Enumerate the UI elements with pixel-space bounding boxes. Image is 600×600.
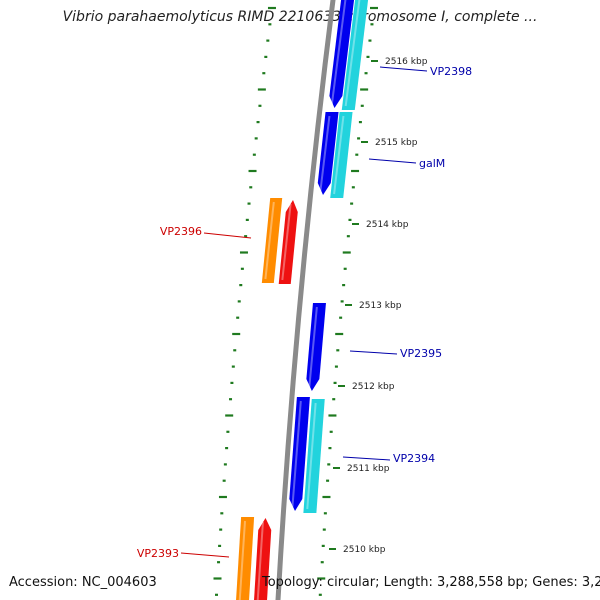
gene-arrow-reverse: [254, 518, 272, 600]
gene-bar-forward: [303, 399, 325, 513]
topology-text: Topology: circular; Length: 3,288,558 bp…: [262, 575, 600, 590]
scale-label: 2514 kbp: [366, 220, 409, 230]
scale-label: 2511 kbp: [347, 464, 390, 474]
gene-label: VP2393: [137, 547, 179, 560]
gene-label-leader: [180, 552, 230, 558]
gene-bar-reverse: [236, 517, 255, 600]
gene-label: VP2394: [393, 452, 435, 465]
gene-bar-reverse: [261, 198, 283, 283]
gene-arrow-forward: [329, 0, 355, 108]
gene-bar-forward: [341, 0, 369, 110]
gene-arrow-forward: [306, 303, 326, 391]
gene-label-leader: [368, 158, 417, 164]
gene-label-leader: [203, 232, 252, 239]
scale-labels: 2516 kbp 2515 kbp 2514 kbp 2513 kbp 2512 kbp…: [329, 57, 428, 555]
scale-label: 2513 kbp: [359, 301, 402, 311]
gene-label-leader: [349, 350, 398, 355]
gene-arrow-forward: [289, 397, 310, 511]
scale-label: 2516 kbp: [385, 57, 428, 67]
inner-tick-ring: [213, 6, 276, 596]
gene-label: VP2398: [430, 65, 472, 78]
accession-text: Accession: NC_004603: [9, 575, 157, 590]
gene-labels: VP2398 galM VP2396 VP2395 VP2394 VP2393: [137, 65, 472, 560]
gene-label: VP2395: [400, 347, 442, 360]
gene-arrow-reverse: [278, 200, 298, 284]
gene-arrow-forward: [317, 112, 339, 195]
genome-backbone: [275, 0, 336, 600]
gene-bar-forward: [330, 112, 353, 198]
feature-track: [236, 0, 369, 600]
gene-label: galM: [419, 157, 445, 170]
scale-label: 2515 kbp: [375, 138, 418, 148]
scale-label: 2512 kbp: [352, 382, 395, 392]
outer-tick-ring: [317, 6, 378, 596]
scale-label: 2510 kbp: [343, 545, 386, 555]
gene-label: VP2396: [160, 225, 202, 238]
gene-label-leader: [379, 66, 428, 72]
gene-label-leader: [342, 456, 391, 461]
map-title: Vibrio parahaemolyticus RIMD 2210633 chr…: [62, 9, 538, 25]
